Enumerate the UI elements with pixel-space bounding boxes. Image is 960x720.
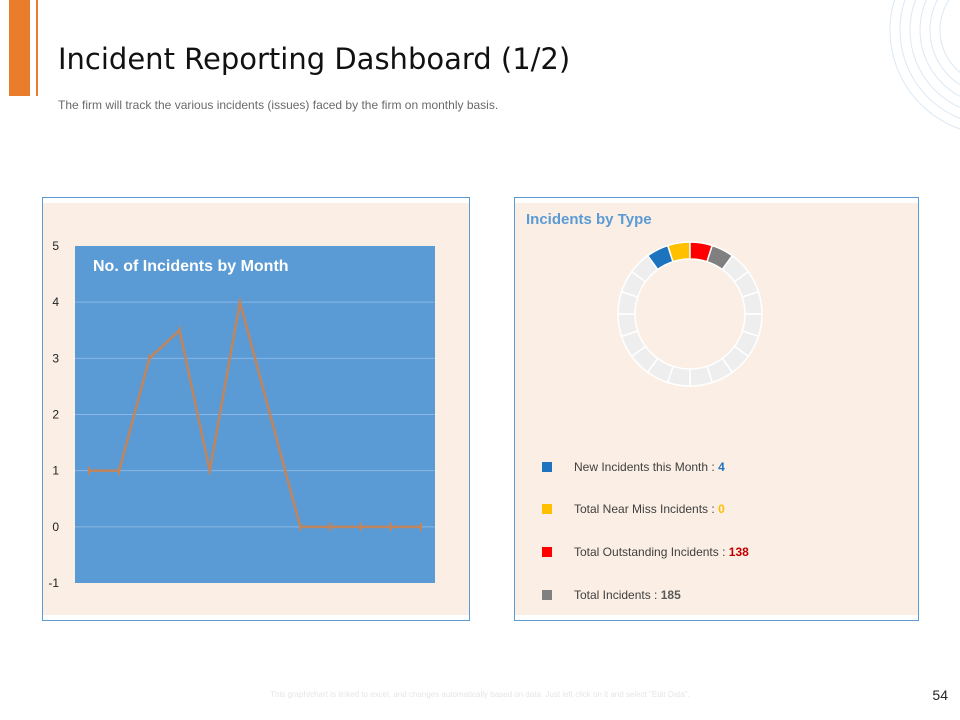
legend-label-outstanding: Total Outstanding Incidents : bbox=[574, 545, 729, 559]
y-tick-label: 0 bbox=[52, 520, 59, 534]
legend-value-near-miss: 0 bbox=[718, 502, 725, 516]
accent-bar bbox=[9, 0, 30, 96]
donut-chart-title: Incidents by Type bbox=[526, 211, 652, 228]
monthly-incidents-panel: -1 0 1 2 3 4 5 No. of Incidents by Month bbox=[42, 197, 470, 621]
legend-item-new-incidents: New Incidents this Month : 4 bbox=[542, 460, 725, 474]
y-tick-label: 2 bbox=[52, 408, 59, 422]
page-number: 54 bbox=[932, 687, 948, 703]
y-tick-label: -1 bbox=[48, 576, 59, 590]
decorative-arcs bbox=[889, 0, 960, 130]
y-tick-label: 5 bbox=[52, 239, 59, 253]
legend-value-total: 185 bbox=[660, 588, 681, 602]
legend-swatch-near-miss bbox=[542, 504, 552, 514]
footnote: This graph/chart is linked to excel, and… bbox=[270, 690, 690, 699]
y-tick-label: 4 bbox=[52, 295, 59, 309]
legend-label-total: Total Incidents : bbox=[574, 588, 661, 602]
legend-label-new: New Incidents this Month : bbox=[574, 460, 719, 474]
legend-swatch-outstanding bbox=[542, 547, 552, 557]
line-chart[interactable]: -1 0 1 2 3 4 5 bbox=[43, 198, 469, 620]
page-title: Incident Reporting Dashboard (1/2) bbox=[58, 42, 571, 76]
legend-value-new: 4 bbox=[718, 460, 725, 474]
legend-item-total: Total Incidents : 185 bbox=[542, 588, 681, 602]
legend-label-near-miss: Total Near Miss Incidents : bbox=[574, 502, 719, 516]
line-chart-title: No. of Incidents by Month bbox=[93, 258, 289, 275]
legend-swatch-new bbox=[542, 462, 552, 472]
legend-item-outstanding: Total Outstanding Incidents : 138 bbox=[542, 545, 749, 559]
donut-segment-empty[interactable] bbox=[630, 254, 659, 283]
incidents-by-type-panel: Incidents by Type New Incidents this Mon… bbox=[514, 197, 919, 621]
series-line bbox=[89, 300, 421, 529]
legend-item-near-miss: Total Near Miss Incidents : 0 bbox=[542, 502, 725, 516]
donut-chart[interactable] bbox=[515, 198, 918, 620]
y-tick-label: 3 bbox=[52, 351, 59, 365]
legend-swatch-total bbox=[542, 590, 552, 600]
donut-panel-bg bbox=[515, 203, 918, 615]
y-tick-label: 1 bbox=[52, 464, 59, 478]
legend-value-outstanding: 138 bbox=[728, 545, 749, 559]
accent-line bbox=[36, 0, 38, 96]
page-subtitle: The firm will track the various incident… bbox=[58, 98, 499, 112]
